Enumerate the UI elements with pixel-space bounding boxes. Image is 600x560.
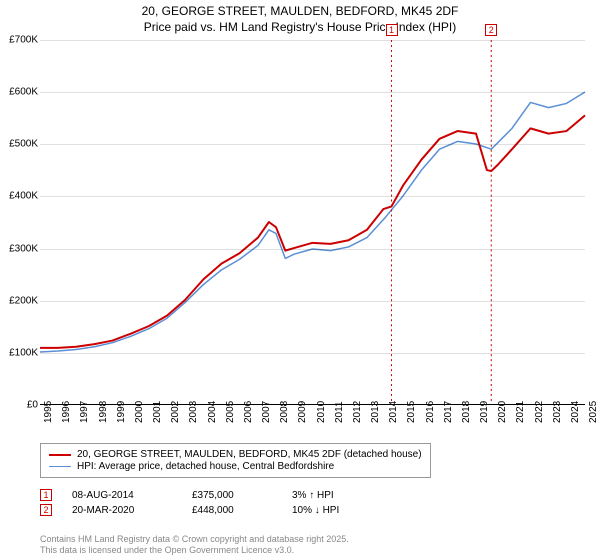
y-gridline xyxy=(40,196,585,197)
x-tick-label: 2016 xyxy=(425,401,436,423)
event-marker: 1 xyxy=(386,24,398,36)
y-tick-label: £600K xyxy=(0,87,38,98)
y-gridline xyxy=(40,301,585,302)
event-marker: 2 xyxy=(485,24,497,36)
y-tick-label: £100K xyxy=(0,347,38,358)
legend: 20, GEORGE STREET, MAULDEN, BEDFORD, MK4… xyxy=(40,443,431,478)
footer: Contains HM Land Registry data © Crown c… xyxy=(40,534,349,556)
x-tick-label: 2024 xyxy=(570,401,581,423)
footer-line-2: This data is licensed under the Open Gov… xyxy=(40,545,349,556)
y-gridline xyxy=(40,249,585,250)
y-tick-label: £500K xyxy=(0,139,38,150)
legend-label: 20, GEORGE STREET, MAULDEN, BEDFORD, MK4… xyxy=(77,449,422,460)
x-tick-label: 2019 xyxy=(479,401,490,423)
y-gridline xyxy=(40,40,585,41)
x-tick-label: 2022 xyxy=(534,401,545,423)
event-date: 20-MAR-2020 xyxy=(72,505,172,516)
x-tick-label: 2018 xyxy=(461,401,472,423)
event-date: 08-AUG-2014 xyxy=(72,490,172,501)
x-tick-label: 2012 xyxy=(352,401,363,423)
legend-swatch xyxy=(49,466,71,467)
legend-row: 20, GEORGE STREET, MAULDEN, BEDFORD, MK4… xyxy=(49,449,422,460)
x-tick-label: 2001 xyxy=(152,401,163,423)
x-tick-label: 2011 xyxy=(334,401,345,423)
x-tick-label: 1998 xyxy=(98,401,109,423)
event-data-rows: 1 08-AUG-2014 £375,000 3% ↑ HPI 2 20-MAR-2020… xyxy=(40,486,392,519)
y-tick-label: £300K xyxy=(0,243,38,254)
event-price: £375,000 xyxy=(192,490,272,501)
x-tick-label: 1997 xyxy=(79,401,90,423)
x-tick-label: 2023 xyxy=(552,401,563,423)
series-line xyxy=(40,115,585,347)
x-tick-label: 2025 xyxy=(588,401,599,423)
title-line-2: Price paid vs. HM Land Registry's House … xyxy=(10,20,590,36)
x-tick-label: 2002 xyxy=(170,401,181,423)
x-tick-label: 2007 xyxy=(261,401,272,423)
y-gridline xyxy=(40,92,585,93)
x-tick-label: 1999 xyxy=(116,401,127,423)
x-tick-label: 2009 xyxy=(297,401,308,423)
legend-label: HPI: Average price, detached house, Cent… xyxy=(77,461,334,472)
x-tick-label: 2014 xyxy=(388,401,399,423)
y-gridline xyxy=(40,144,585,145)
x-tick-label: 2005 xyxy=(225,401,236,423)
x-tick-label: 2017 xyxy=(443,401,454,423)
event-data-row: 1 08-AUG-2014 £375,000 3% ↑ HPI xyxy=(40,489,392,501)
x-tick-label: 2008 xyxy=(279,401,290,423)
event-row-marker: 2 xyxy=(40,504,52,516)
x-tick-label: 2015 xyxy=(406,401,417,423)
y-tick-label: £400K xyxy=(0,191,38,202)
event-delta: 10% ↓ HPI xyxy=(292,505,392,516)
chart-plot-area: £0£100K£200K£300K£400K£500K£600K£700K199… xyxy=(40,40,585,405)
event-price: £448,000 xyxy=(192,505,272,516)
chart-svg xyxy=(40,40,585,404)
x-tick-label: 2000 xyxy=(134,401,145,423)
title-line-1: 20, GEORGE STREET, MAULDEN, BEDFORD, MK4… xyxy=(10,4,590,20)
x-tick-label: 2020 xyxy=(497,401,508,423)
legend-row: HPI: Average price, detached house, Cent… xyxy=(49,461,422,472)
title-block: 20, GEORGE STREET, MAULDEN, BEDFORD, MK4… xyxy=(0,0,600,37)
x-tick-label: 2003 xyxy=(188,401,199,423)
y-gridline xyxy=(40,353,585,354)
y-tick-label: £700K xyxy=(0,35,38,46)
legend-swatch xyxy=(49,454,71,456)
y-tick-label: £0 xyxy=(0,400,38,411)
x-tick-label: 2021 xyxy=(515,401,526,423)
chart-container: 20, GEORGE STREET, MAULDEN, BEDFORD, MK4… xyxy=(0,0,600,560)
event-delta: 3% ↑ HPI xyxy=(292,490,392,501)
x-tick-label: 1996 xyxy=(61,401,72,423)
x-tick-label: 1995 xyxy=(43,401,54,423)
x-tick-label: 2004 xyxy=(207,401,218,423)
x-tick-label: 2006 xyxy=(243,401,254,423)
x-tick-label: 2013 xyxy=(370,401,381,423)
footer-line-1: Contains HM Land Registry data © Crown c… xyxy=(40,534,349,545)
event-row-marker: 1 xyxy=(40,489,52,501)
event-data-row: 2 20-MAR-2020 £448,000 10% ↓ HPI xyxy=(40,504,392,516)
y-tick-label: £200K xyxy=(0,295,38,306)
series-line xyxy=(40,92,585,352)
x-tick-label: 2010 xyxy=(316,401,327,423)
